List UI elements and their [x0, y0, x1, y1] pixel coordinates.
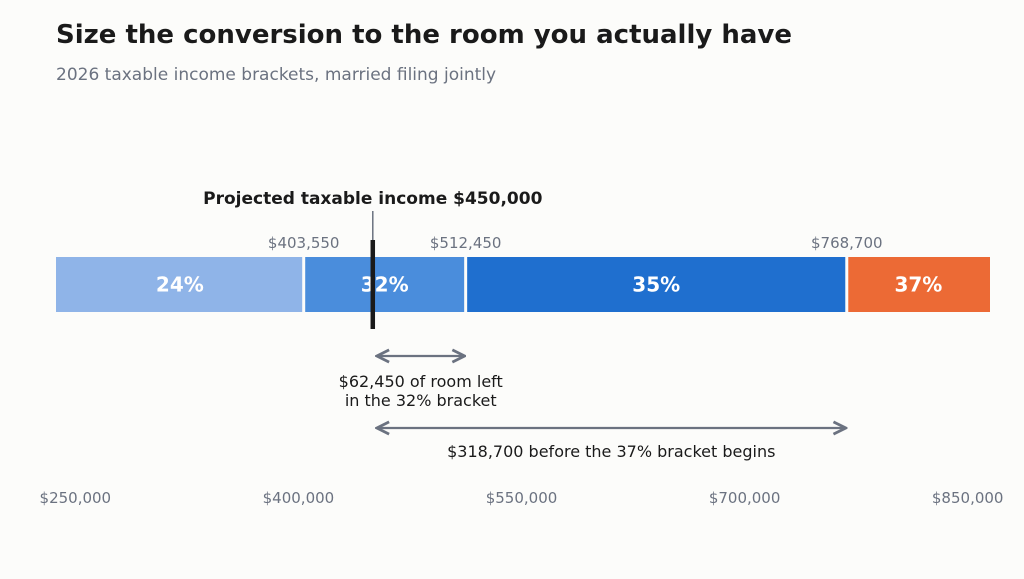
x-tick-label: $550,000	[486, 489, 558, 507]
range-annotation-text: in the 32% bracket	[345, 391, 497, 410]
x-tick-label: $400,000	[263, 489, 335, 507]
bracket-label-32: 32%	[361, 273, 409, 297]
x-tick-label: $850,000	[932, 489, 1004, 507]
range-annotation-text: $318,700 before the 37% bracket begins	[447, 442, 775, 461]
x-tick-label: $700,000	[709, 489, 781, 507]
boundary-label: $512,450	[430, 234, 502, 252]
bracket-label-24: 24%	[156, 273, 204, 297]
bracket-bar-37	[848, 257, 990, 312]
bracket-bar-35	[467, 257, 846, 312]
chart-title: Size the conversion to the room you actu…	[56, 20, 793, 50]
range-annotation-text: $62,450 of room left	[339, 372, 503, 391]
bracket-label-37: 37%	[894, 273, 942, 297]
chart-subtitle: 2026 taxable income brackets, married fi…	[56, 65, 497, 85]
bracket-bar-32	[305, 257, 465, 312]
boundary-label: $768,700	[811, 234, 883, 252]
bracket-label-35: 35%	[632, 273, 680, 297]
x-tick-label: $250,000	[40, 489, 112, 507]
boundary-label: $403,550	[268, 234, 340, 252]
marker-label: Projected taxable income $450,000	[203, 189, 542, 209]
bracket-bar-24	[56, 257, 303, 312]
